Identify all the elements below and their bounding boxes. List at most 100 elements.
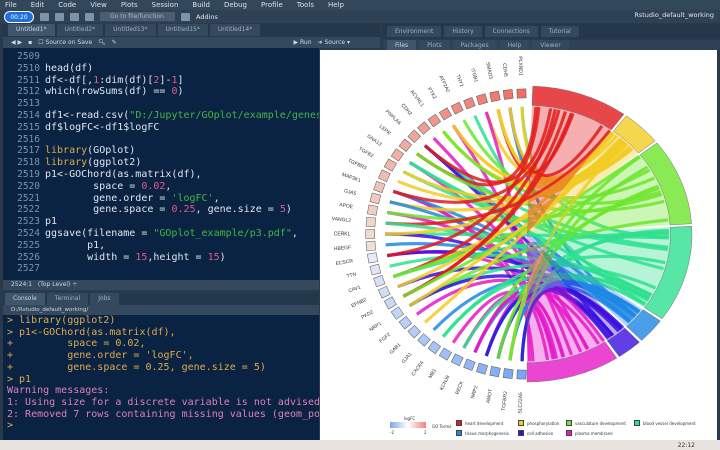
run-button[interactable]: ▶ Run xyxy=(293,39,312,46)
gene-logfc-box xyxy=(438,107,453,121)
tab-viewer[interactable]: Viewer xyxy=(532,40,569,50)
gene-label: GAB1 xyxy=(389,342,403,356)
tab-tutorial[interactable]: Tutorial xyxy=(540,26,579,37)
legend-label: cell adhesion xyxy=(527,430,554,436)
code-line: 2520 space = 0.02, xyxy=(3,181,319,193)
code-line: 2523 p1 xyxy=(3,216,319,228)
gene-label: GNA13 xyxy=(366,134,383,148)
code-text: space = 0.02, xyxy=(45,180,172,192)
gene-logfc-box xyxy=(365,216,376,228)
gene-logfc-box xyxy=(390,306,404,320)
code-editor[interactable]: 2509 2510 head(df) 2511 df<-df[,1:dim(df)[2]… xyxy=(3,48,319,280)
code-line: 2515 df$logFC<-df1$logFC xyxy=(3,122,319,134)
menu-session[interactable]: Session xyxy=(151,1,179,9)
gene-logfc-box xyxy=(427,340,442,355)
tab-files[interactable]: Files xyxy=(387,40,417,50)
menu-help[interactable]: Help xyxy=(328,1,344,9)
clock: 22:12 xyxy=(677,442,695,449)
save-icon[interactable] xyxy=(55,12,64,21)
editor-toolbar: ◀ ▶ ▪ ☐ Source on Save 🔍︎ ✎ ▶ Run ➜ Sour… xyxy=(3,37,380,48)
line-number: 2509 xyxy=(17,51,40,62)
chord-ribbon xyxy=(389,253,653,297)
console-path: D:/Rstudio_default_working/ xyxy=(3,305,319,315)
console-tab-console[interactable]: Console xyxy=(5,293,45,305)
tab-history[interactable]: History xyxy=(444,26,482,37)
legend-item: cell adhesion xyxy=(518,430,553,436)
menu-view[interactable]: View xyxy=(90,1,107,9)
tab-packages[interactable]: Packages xyxy=(452,40,497,50)
code-text: ggsave(filename = "GOplot_example/p3.pdf… xyxy=(45,227,298,239)
code-text: gene.space = 0.25, gene.size = 5) xyxy=(45,204,292,216)
menu-file[interactable]: File xyxy=(5,1,17,9)
menu-bar: File Edit Code View Plots Session Build Debug Pr… xyxy=(0,0,720,10)
menu-tools[interactable]: Tools xyxy=(296,1,315,9)
legend-item: blood vessel development xyxy=(634,420,696,426)
source-tabs: Untitled1* Untitled2* Untitled13* Untitled1… xyxy=(3,24,380,37)
go-term-fan xyxy=(527,234,625,341)
menu-debug[interactable]: Debug xyxy=(223,1,247,9)
go-to-file-input[interactable]: Go to file/function xyxy=(100,12,175,21)
menu-profile[interactable]: Profile xyxy=(261,1,283,9)
print-icon[interactable] xyxy=(85,12,94,21)
menu-edit[interactable]: Edit xyxy=(30,1,45,9)
source-tab[interactable]: Untitled13* xyxy=(105,24,156,36)
tab-help[interactable]: Help xyxy=(499,40,530,50)
gene-label: GJA1 xyxy=(401,351,414,365)
gene-logfc-box xyxy=(373,180,386,194)
code-text: library(ggplot2) xyxy=(45,157,142,169)
plot-viewer: PLXND1 CDH5 SMAD3 ITGB1 THY1 ATP2A2 PTK2 ACVRL1… xyxy=(320,50,717,440)
source-tab[interactable]: Untitled15* xyxy=(157,24,208,36)
menu-code[interactable]: Code xyxy=(58,1,77,9)
legend-swatch xyxy=(566,420,572,426)
menu-build[interactable]: Build xyxy=(192,1,210,9)
chord-ribbon xyxy=(386,107,541,258)
gene-label: PNPLA6 xyxy=(384,109,402,127)
source-button[interactable]: ➜ Source ▾ xyxy=(317,39,350,46)
gene-label: RECK xyxy=(455,380,466,396)
line-number: 2514 xyxy=(17,109,40,121)
line-number: 2526 xyxy=(17,251,40,263)
grid-icon[interactable] xyxy=(181,12,190,21)
tab-plots[interactable]: Plots xyxy=(419,40,450,50)
gene-label: CERKL xyxy=(334,231,351,237)
line-number: 2522 xyxy=(17,204,40,216)
legend-swatch xyxy=(634,420,640,426)
legend-swatch xyxy=(566,430,572,436)
addins-menu[interactable]: Addins xyxy=(196,12,218,21)
source-tab[interactable]: Untitled14* xyxy=(209,24,261,36)
open-file-icon[interactable] xyxy=(40,12,49,21)
code-text: p1, xyxy=(45,239,106,251)
tab-connections[interactable]: Connections xyxy=(484,26,538,37)
console-tab-jobs[interactable]: Jobs xyxy=(90,293,119,305)
project-menu[interactable]: Rstudio_default_working xyxy=(634,11,714,19)
tab-environment[interactable]: Environment xyxy=(387,26,442,37)
chord-ribbon xyxy=(397,131,614,289)
scope-selector[interactable]: (Top Level) ÷ xyxy=(37,281,78,288)
save-all-icon[interactable] xyxy=(70,12,79,21)
code-line: 2527 xyxy=(3,263,319,275)
gene-label: MAP3K1 xyxy=(341,172,362,184)
gene-label: MB1 xyxy=(428,368,439,380)
code-text: p1 xyxy=(45,216,58,228)
gene-logfc-box xyxy=(476,362,488,375)
code-line: 2512 which(rowSums(df) == 0) xyxy=(3,86,319,98)
source-tab[interactable]: Untitled1* xyxy=(8,24,55,36)
gene-label: TTN xyxy=(346,271,357,279)
source-tab[interactable]: Untitled2* xyxy=(56,24,104,36)
gene-logfc-box xyxy=(365,240,376,252)
line-number: 2511 xyxy=(17,74,40,86)
console-output[interactable]: > library(ggplot2) > p1<-GOChord(as.matri… xyxy=(3,315,319,440)
gene-logfc-box xyxy=(398,316,413,330)
code-line: 2513 xyxy=(3,98,319,110)
gene-logfc-box xyxy=(383,296,397,310)
gene-logfc-box xyxy=(367,252,379,264)
console-tab-terminal[interactable]: Terminal xyxy=(46,293,89,305)
menu-plots[interactable]: Plots xyxy=(120,1,138,9)
search-icon[interactable]: 🔍︎ xyxy=(98,39,106,46)
save-file-icon[interactable]: ▪ xyxy=(28,39,33,46)
chord-ribbon xyxy=(423,144,614,337)
back-icon[interactable]: ◀ ▶ xyxy=(11,39,23,46)
source-on-save-checkbox[interactable]: ☐ Source on Save xyxy=(38,39,93,46)
code-tools-icon[interactable]: ✎ xyxy=(111,39,117,46)
gene-label: TGFB2 xyxy=(357,146,374,159)
